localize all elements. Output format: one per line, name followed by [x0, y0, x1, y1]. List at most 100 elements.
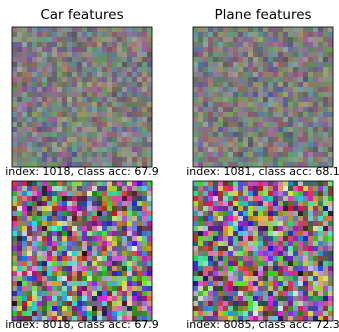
pixel — [193, 107, 198, 112]
pixel — [253, 97, 258, 102]
pixel — [318, 291, 323, 296]
pixel — [293, 286, 298, 291]
pixel — [62, 107, 67, 112]
pixel — [102, 117, 107, 122]
pixel — [303, 196, 308, 201]
pixel — [127, 271, 132, 276]
pixel — [102, 122, 107, 127]
pixel — [52, 226, 57, 231]
pixel — [12, 266, 17, 271]
pixel — [97, 72, 102, 77]
pixel — [112, 191, 117, 196]
pixel — [97, 87, 102, 92]
pixel — [258, 142, 263, 147]
pixel — [122, 201, 127, 206]
pixel — [198, 57, 203, 62]
pixel — [278, 77, 283, 82]
pixel — [142, 256, 147, 261]
pixel — [313, 132, 318, 137]
pixel — [137, 157, 142, 162]
pixel — [248, 122, 253, 127]
pixel — [273, 107, 278, 112]
pixel — [137, 221, 142, 226]
pixel — [12, 102, 17, 107]
pixel — [223, 271, 228, 276]
pixel — [303, 266, 308, 271]
pixel — [203, 112, 208, 117]
pixel — [263, 191, 268, 196]
pixel — [193, 127, 198, 132]
pixel — [22, 27, 27, 32]
pixel — [263, 117, 268, 122]
pixel — [82, 276, 87, 281]
pixel — [208, 181, 213, 186]
pixel — [42, 226, 47, 231]
pixel — [253, 256, 258, 261]
pixel — [117, 206, 122, 211]
pixel — [193, 211, 198, 216]
pixel — [193, 216, 198, 221]
pixel — [238, 196, 243, 201]
pixel — [303, 102, 308, 107]
pixel — [278, 216, 283, 221]
pixel — [72, 266, 77, 271]
pixel — [313, 62, 318, 67]
pixel — [248, 201, 253, 206]
pixel — [273, 206, 278, 211]
pixel — [328, 97, 333, 102]
pixel — [223, 57, 228, 62]
pixel — [57, 87, 62, 92]
pixel — [37, 296, 42, 301]
pixel — [147, 132, 152, 137]
pixel — [147, 281, 152, 286]
pixel — [268, 132, 273, 137]
pixel — [42, 142, 47, 147]
pixel — [142, 77, 147, 82]
pixel — [193, 37, 198, 42]
pixel — [142, 107, 147, 112]
pixel — [283, 42, 288, 47]
pixel — [308, 132, 313, 137]
pixel — [32, 191, 37, 196]
pixel — [208, 117, 213, 122]
pixel — [97, 216, 102, 221]
pixel — [278, 246, 283, 251]
pixel — [228, 37, 233, 42]
pixel — [57, 102, 62, 107]
pixel — [273, 291, 278, 296]
pixel — [117, 231, 122, 236]
pixel — [147, 306, 152, 311]
pixel — [248, 206, 253, 211]
pixel — [198, 296, 203, 301]
pixel — [22, 196, 27, 201]
pixel — [147, 42, 152, 47]
pixel — [147, 97, 152, 102]
pixel — [147, 107, 152, 112]
pixel — [97, 147, 102, 152]
pixel — [52, 191, 57, 196]
pixel — [97, 57, 102, 62]
pixel — [233, 57, 238, 62]
pixel — [72, 251, 77, 256]
pixel — [238, 276, 243, 281]
pixel — [198, 32, 203, 37]
pixel — [117, 102, 122, 107]
pixel — [328, 261, 333, 266]
pixel — [238, 261, 243, 266]
pixel — [238, 281, 243, 286]
pixel — [32, 246, 37, 251]
pixel — [137, 87, 142, 92]
pixel — [122, 281, 127, 286]
pixel — [67, 112, 72, 117]
pixel — [82, 266, 87, 271]
pixel — [328, 127, 333, 132]
pixel — [243, 127, 248, 132]
pixel — [253, 296, 258, 301]
pixel — [273, 241, 278, 246]
pixel — [213, 32, 218, 37]
pixel — [223, 246, 228, 251]
pixel — [308, 186, 313, 191]
pixel — [52, 221, 57, 226]
pixel — [122, 27, 127, 32]
pixel — [142, 97, 147, 102]
